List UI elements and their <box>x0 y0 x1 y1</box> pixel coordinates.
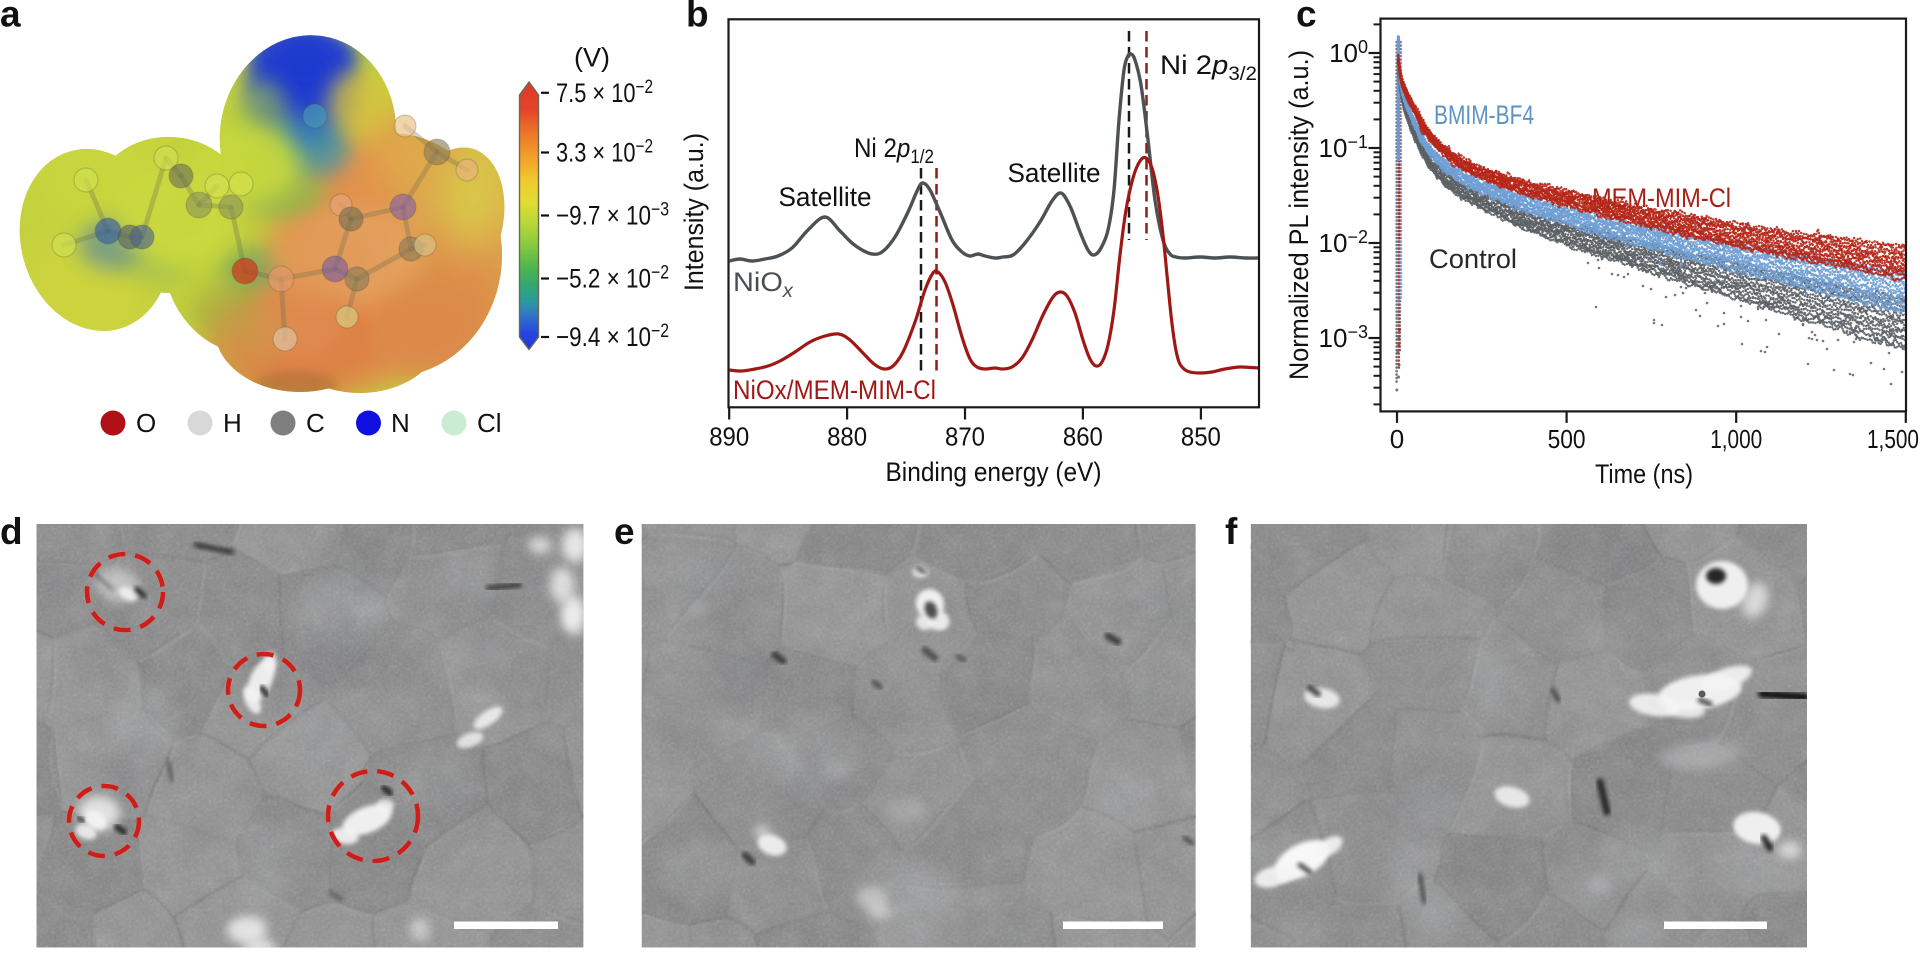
svg-text:870: 870 <box>945 422 985 452</box>
svg-text:1,000: 1,000 <box>1710 424 1762 454</box>
svg-text:Normalized PL intensity (a.u.): Normalized PL intensity (a.u.) <box>1284 50 1314 380</box>
svg-text:d: d <box>0 511 23 552</box>
svg-text:Binding energy (eV): Binding energy (eV) <box>886 457 1102 487</box>
svg-text:NiOx/MEM-MIM-Cl: NiOx/MEM-MIM-Cl <box>733 375 936 405</box>
svg-text:a: a <box>0 0 21 35</box>
svg-text:−9.4 × 10−2: −9.4 × 10−2 <box>556 321 669 352</box>
svg-text:Intensity (a.u.): Intensity (a.u.) <box>679 133 709 291</box>
svg-text:0: 0 <box>1390 424 1404 454</box>
svg-text:860: 860 <box>1063 422 1103 452</box>
svg-text:−5.2 × 10−2: −5.2 × 10−2 <box>556 263 669 294</box>
svg-text:Satellite: Satellite <box>779 182 872 212</box>
svg-text:1,500: 1,500 <box>1867 424 1919 454</box>
svg-text:−9.7 × 10−3: −9.7 × 10−3 <box>556 200 669 231</box>
svg-text:Cl: Cl <box>477 408 502 438</box>
svg-text:C: C <box>306 408 325 438</box>
svg-text:c: c <box>1296 0 1317 35</box>
svg-text:BMIM-BF4: BMIM-BF4 <box>1434 100 1534 130</box>
svg-text:e: e <box>614 511 635 552</box>
svg-text:(V): (V) <box>574 43 610 73</box>
svg-text:N: N <box>391 408 410 438</box>
svg-text:850: 850 <box>1181 422 1221 452</box>
svg-text:f: f <box>1225 511 1238 552</box>
svg-text:O: O <box>136 408 156 438</box>
svg-text:Control: Control <box>1429 244 1517 274</box>
svg-text:890: 890 <box>709 422 749 452</box>
svg-text:10−3: 10−3 <box>1319 322 1368 353</box>
svg-text:Time (ns): Time (ns) <box>1595 459 1693 489</box>
svg-text:500: 500 <box>1548 424 1586 454</box>
svg-text:880: 880 <box>827 422 867 452</box>
svg-text:Satellite: Satellite <box>1008 158 1101 188</box>
svg-text:H: H <box>223 408 242 438</box>
svg-text:b: b <box>686 0 709 35</box>
